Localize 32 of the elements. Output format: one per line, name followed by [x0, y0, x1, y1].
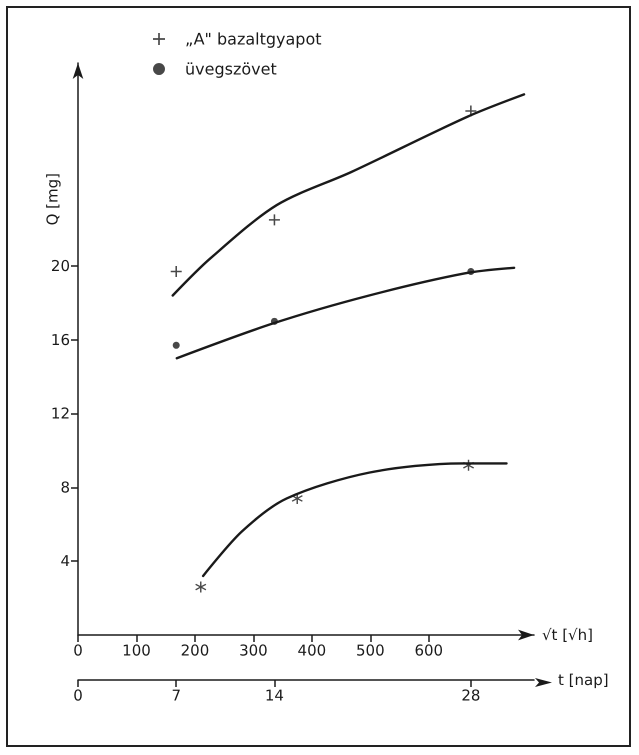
x2-axis-title: t [nap] — [558, 671, 609, 689]
point — [465, 105, 476, 116]
x-tick-label: 500 — [356, 642, 385, 660]
x2-tick-label: 7 — [171, 686, 181, 704]
point — [268, 214, 280, 226]
x-axis-title: √t [√h] — [542, 626, 593, 644]
x-tick-label: 300 — [239, 642, 268, 660]
y-tick-label: 4 — [60, 552, 70, 570]
legend-label: „A" bazaltgyapot — [185, 30, 322, 48]
x-tick-label: 100 — [122, 642, 151, 660]
x2-tick-label: 14 — [264, 686, 284, 704]
point — [195, 582, 206, 593]
y-tick-label: 12 — [50, 404, 70, 423]
x-tick-label: 600 — [414, 642, 444, 660]
y-tick-label: 16 — [50, 330, 70, 349]
x-tick-label: 400 — [298, 642, 326, 660]
point — [172, 342, 180, 349]
x-tick-label: 200 — [180, 642, 210, 660]
y-tick-label: 8 — [60, 478, 70, 496]
line-series — [172, 93, 526, 297]
y-tick-label: 20 — [50, 256, 70, 275]
point — [270, 318, 278, 325]
x2-tick-label: 0 — [73, 686, 83, 704]
point — [463, 460, 474, 471]
line-series — [202, 462, 508, 578]
legend-label: üvegszövet — [185, 60, 277, 78]
x-tick-label: 0 — [73, 642, 83, 660]
line-series — [176, 266, 516, 360]
point — [170, 266, 182, 278]
point — [467, 268, 474, 275]
y-axis-title: Q [mg] — [44, 173, 62, 226]
x2-tick-label: 28 — [461, 686, 480, 704]
